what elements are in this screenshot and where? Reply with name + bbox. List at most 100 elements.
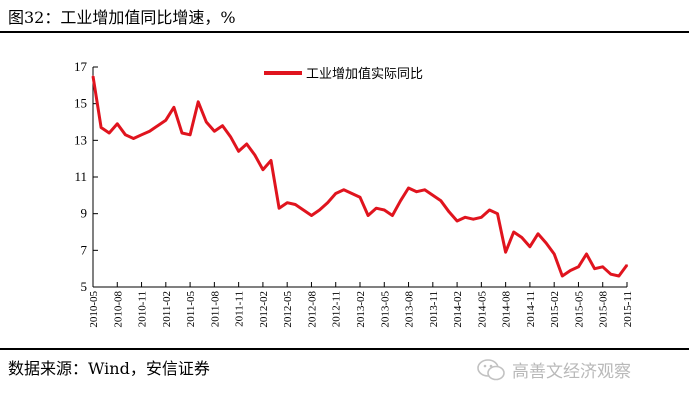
wechat-icon xyxy=(477,358,505,380)
data-point xyxy=(100,126,102,129)
x-tick-label: 2014-08 xyxy=(501,291,513,328)
data-point xyxy=(569,269,572,272)
data-point xyxy=(610,273,612,275)
data-point xyxy=(480,216,483,219)
x-tick-label: 2013-11 xyxy=(428,291,440,327)
data-point xyxy=(415,190,418,193)
data-point xyxy=(229,135,232,138)
data-point xyxy=(391,214,394,217)
data-point xyxy=(173,106,175,109)
data-point xyxy=(302,209,305,211)
data-point xyxy=(496,212,499,215)
y-tick-label: 7 xyxy=(81,242,88,257)
x-axis-ticks: 2010-05 2010-08 2010-11 2011-02 2011-05 2011-… xyxy=(88,282,634,328)
data-point xyxy=(464,216,466,219)
data-point xyxy=(351,192,353,195)
line-chart: 5 7 9 11 13 15 17 2010-05 2010-08 2010-11 2011-02… xyxy=(74,59,634,328)
data-point xyxy=(593,267,596,270)
y-tick-label: 11 xyxy=(74,169,87,184)
watermark: 高善文经济观察 xyxy=(476,357,631,382)
data-point xyxy=(221,124,224,127)
chart-title: 图32：工业增加值同比增速，% xyxy=(8,8,236,27)
data-point xyxy=(456,220,458,222)
series-line xyxy=(91,75,629,278)
data-point xyxy=(585,253,588,255)
data-point xyxy=(407,187,410,189)
x-tick-label: 2013-02 xyxy=(355,291,367,328)
data-point xyxy=(156,124,159,127)
data-point xyxy=(472,218,475,220)
x-tick-label: 2012-08 xyxy=(306,291,318,328)
data-point xyxy=(310,214,313,217)
data-point xyxy=(245,143,248,145)
data-point xyxy=(383,209,386,211)
x-tick-label: 2014-11 xyxy=(525,291,537,327)
source-note: 数据来源：Wind，安信证券 xyxy=(8,359,210,378)
x-tick-label: 2015-05 xyxy=(573,291,585,328)
data-point xyxy=(423,189,426,191)
x-tick-label: 2013-05 xyxy=(379,291,391,328)
data-point xyxy=(561,275,564,277)
data-point xyxy=(529,245,531,248)
data-point xyxy=(448,211,450,213)
y-tick-label: 13 xyxy=(74,132,87,147)
data-point xyxy=(432,194,434,197)
data-point xyxy=(626,264,628,266)
data-point xyxy=(512,231,515,233)
x-tick-label: 2014-02 xyxy=(452,291,464,328)
data-point xyxy=(367,214,369,217)
data-point xyxy=(278,207,280,209)
series-layer xyxy=(91,75,629,278)
x-tick-label: 2011-02 xyxy=(161,291,173,327)
x-tick-label: 2011-11 xyxy=(234,291,246,327)
x-tick-label: 2012-05 xyxy=(282,291,294,328)
data-point xyxy=(124,134,127,136)
x-tick-label: 2012-02 xyxy=(258,291,270,328)
data-point xyxy=(189,134,191,136)
x-tick-label: 2011-08 xyxy=(209,291,221,328)
data-point xyxy=(140,134,143,136)
data-point xyxy=(326,201,329,204)
x-tick-label: 2010-11 xyxy=(137,291,149,327)
data-point xyxy=(92,75,94,77)
chart-axes xyxy=(92,67,627,288)
data-point xyxy=(318,209,321,211)
data-point xyxy=(270,159,272,162)
data-point xyxy=(440,200,442,202)
data-point xyxy=(197,101,199,103)
data-point xyxy=(294,203,297,206)
data-point xyxy=(213,130,216,132)
data-point xyxy=(537,233,539,235)
x-tick-label: 2013-08 xyxy=(404,291,416,328)
data-point xyxy=(359,196,361,198)
data-point xyxy=(488,209,491,211)
data-point xyxy=(254,154,256,156)
data-point xyxy=(181,132,183,134)
data-point xyxy=(108,132,110,134)
x-tick-label: 2010-05 xyxy=(88,291,100,328)
x-tick-label: 2011-05 xyxy=(185,291,197,328)
data-point xyxy=(343,189,345,191)
x-tick-label: 2015-02 xyxy=(549,291,561,328)
data-point xyxy=(165,119,167,121)
legend: 工业增加值实际同比 xyxy=(264,66,423,82)
x-tick-label: 2014-05 xyxy=(476,291,488,328)
x-tick-label: 2015-11 xyxy=(622,291,634,327)
data-point xyxy=(618,275,620,277)
data-point xyxy=(375,207,377,209)
data-point xyxy=(545,242,547,244)
legend-label: 工业增加值实际同比 xyxy=(306,66,423,82)
data-point xyxy=(205,121,208,123)
x-tick-label: 2015-08 xyxy=(598,291,610,328)
y-tick-label: 9 xyxy=(81,206,88,221)
data-point xyxy=(577,266,580,268)
data-point xyxy=(399,200,402,202)
data-point xyxy=(262,168,264,171)
data-point xyxy=(148,130,151,132)
data-point xyxy=(334,192,337,195)
bottom-divider xyxy=(0,348,689,350)
data-point xyxy=(286,201,288,204)
data-point xyxy=(132,137,135,140)
top-divider xyxy=(0,31,689,33)
x-tick-label: 2012-11 xyxy=(331,291,343,327)
